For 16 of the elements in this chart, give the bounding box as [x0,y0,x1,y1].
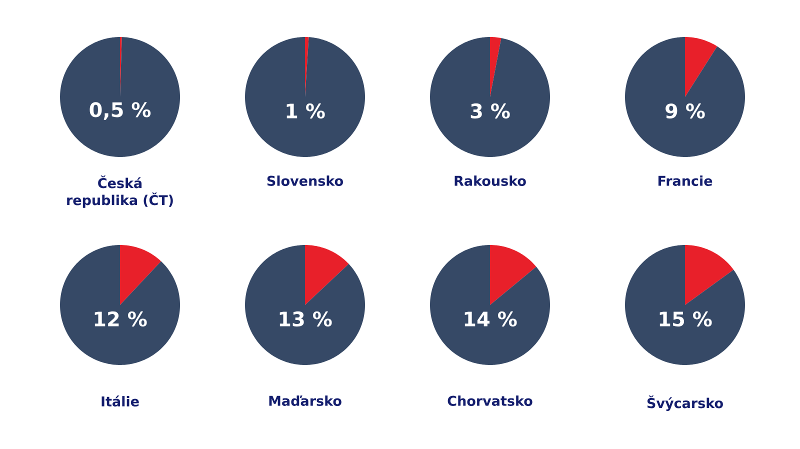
text: 9 % [666,103,705,119]
text: 12 % [94,311,147,327]
text: Česká republika (ČT) [67,176,173,208]
text: Itálie [102,396,139,406]
text: Rakousko [454,176,526,186]
text: Francie [658,176,712,186]
text: Slovensko [267,176,343,186]
text: 14 % [464,311,517,327]
text: Maďarsko [269,396,342,406]
text: Chorvatsko [448,396,532,406]
text: 15 % [660,311,712,327]
text: 13 % [280,311,332,327]
text: 3 % [470,103,510,119]
text: Švýcarsko [647,396,723,411]
text: 0,5 % [90,102,151,120]
text: 1 % [286,103,325,119]
